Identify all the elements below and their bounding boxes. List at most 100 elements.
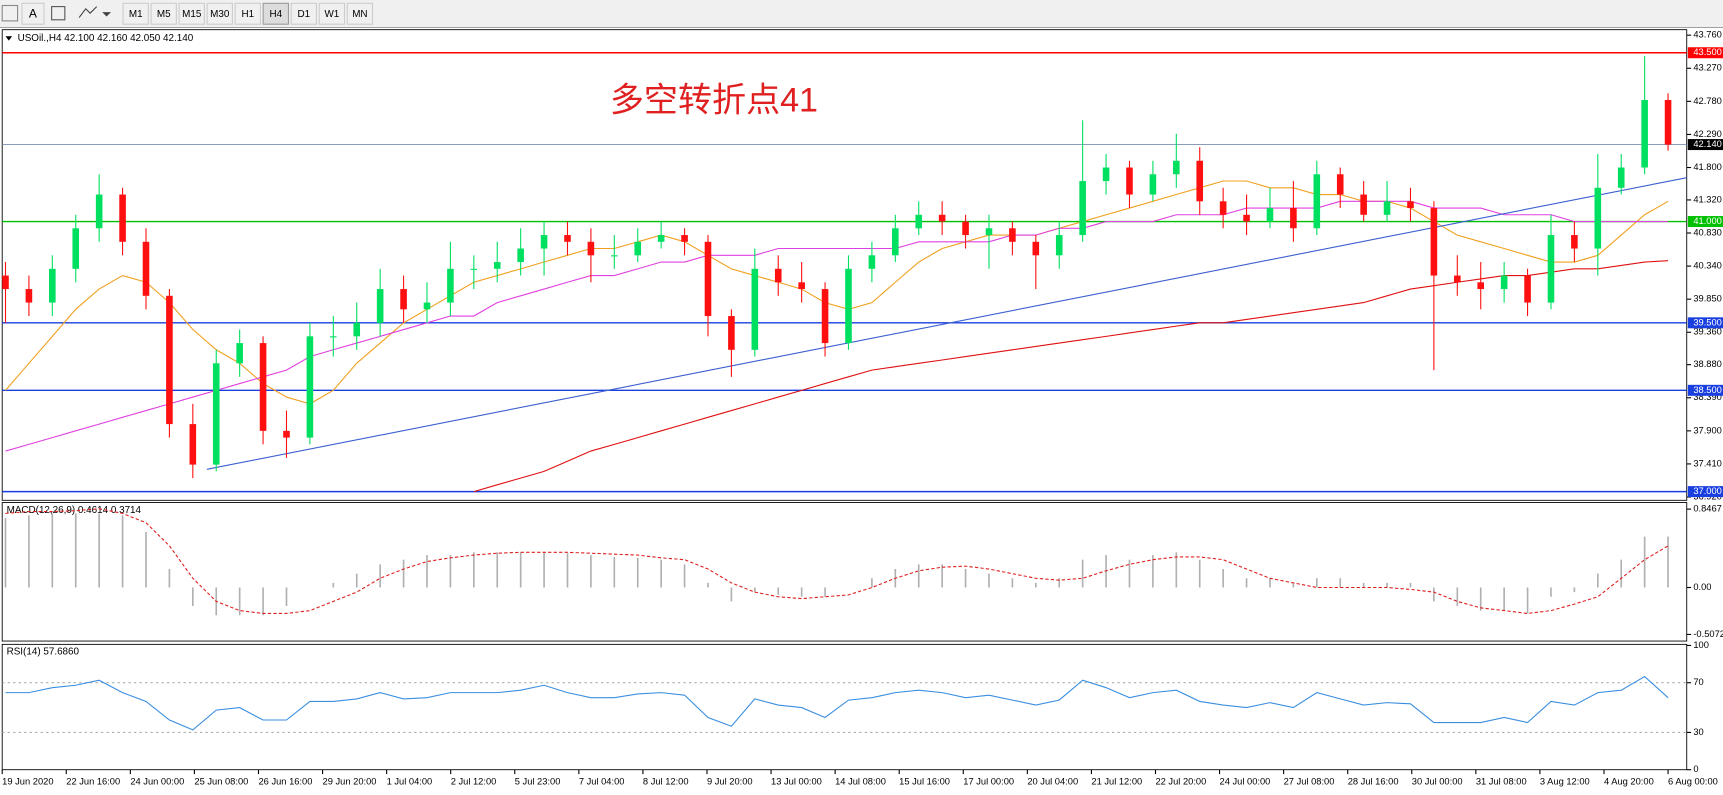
x-tick-label: 20 Jul 04:00 <box>1027 776 1078 786</box>
candle-body <box>564 235 571 242</box>
candle-body <box>470 268 478 270</box>
dropdown-arrow[interactable] <box>102 12 111 17</box>
candle-body <box>1594 187 1602 249</box>
timeframe-label[interactable]: W1 <box>324 9 339 20</box>
timeframe-button[interactable] <box>290 2 318 25</box>
timeframe-label[interactable]: M5 <box>157 9 171 20</box>
candle-body <box>1500 275 1508 290</box>
candle-body <box>1243 214 1250 222</box>
y-tick-label: 42.290 <box>1693 129 1722 139</box>
candle-body <box>704 241 712 317</box>
y-tick-label: 38.390 <box>1693 392 1722 402</box>
macd-tick-label: 0.00 <box>1693 582 1711 592</box>
level-line-label-bg <box>1687 384 1723 396</box>
level-line-label-bg <box>1687 216 1723 228</box>
candle-body <box>212 363 220 465</box>
candle-body <box>236 343 243 364</box>
y-tick-label: 42.780 <box>1693 96 1722 106</box>
rsi-title: RSI(14) 57.6860 <box>7 647 80 658</box>
candle-body <box>1336 174 1344 195</box>
timeframe-button[interactable] <box>262 2 289 25</box>
candle-body <box>892 228 899 256</box>
x-tick-label: 14 Jul 08:00 <box>835 776 886 786</box>
x-tick-label: 29 Jun 20:00 <box>323 776 377 786</box>
annotation: 多空转折点41 <box>610 81 818 119</box>
level-line-label: 39.500 <box>1693 317 1722 327</box>
candle-body <box>1149 174 1157 195</box>
chart-title: USOil.,H4 42.100 42.160 42.050 42.140 <box>18 33 194 44</box>
candle-body <box>1219 201 1227 215</box>
candle-body <box>1547 235 1555 303</box>
macd-tick-label: 0.8467 <box>1693 504 1722 514</box>
candle-body <box>611 255 618 257</box>
timeframe-button[interactable] <box>346 2 374 25</box>
y-tick-label: 41.800 <box>1693 162 1722 172</box>
candle-body <box>1290 208 1297 229</box>
candle-body <box>166 295 173 425</box>
x-tick-label: 1 Jul 04:00 <box>387 776 433 786</box>
timeframe-button[interactable] <box>234 2 261 25</box>
candle-body <box>938 214 946 222</box>
level-line-label: 37.000 <box>1693 486 1722 496</box>
level-line-label-bg <box>1687 317 1723 329</box>
candle-body <box>259 343 267 431</box>
x-tick-label: 27 Jul 08:00 <box>1284 776 1335 786</box>
x-tick-label: 22 Jun 16:00 <box>66 776 120 786</box>
x-tick-label: 15 Jul 16:00 <box>899 776 950 786</box>
candle-body <box>1196 160 1204 202</box>
x-tick-label: 5 Jul 23:00 <box>515 776 561 786</box>
candle-body <box>72 228 80 269</box>
rsi-tick-label: 0 <box>1693 764 1698 774</box>
x-tick-label: 19 Jun 2020 <box>2 776 53 786</box>
timeframe-button[interactable] <box>178 2 205 25</box>
candle-body <box>1477 282 1485 290</box>
x-tick-label: 7 Jul 04:00 <box>579 776 625 786</box>
x-tick-label: 17 Jul 00:00 <box>963 776 1014 786</box>
y-tick-label: 39.850 <box>1693 294 1722 304</box>
timeframe-label[interactable]: M15 <box>182 9 202 20</box>
y-tick-label: 40.340 <box>1693 261 1722 271</box>
toolbar-icon[interactable] <box>1 4 19 22</box>
candle-body <box>681 235 688 242</box>
candle-body <box>1009 228 1016 242</box>
timeframe-label[interactable]: MN <box>352 9 367 20</box>
candle-body <box>25 289 33 303</box>
timeframe-label[interactable]: M30 <box>210 9 230 20</box>
y-tick-label: 37.410 <box>1693 458 1722 468</box>
macd-panel <box>1 502 1688 642</box>
candle-body <box>1571 235 1578 249</box>
level-line-label-bg <box>1687 486 1723 498</box>
candle-body <box>1032 241 1040 256</box>
x-tick-label: 3 Aug 12:00 <box>1540 776 1590 786</box>
timeframe-button[interactable] <box>318 2 346 25</box>
level-line-label-bg <box>1687 47 1723 59</box>
timeframe-button[interactable] <box>122 2 149 25</box>
timeframe-label[interactable]: D1 <box>298 9 311 20</box>
timeframe-label[interactable]: H1 <box>241 9 254 20</box>
timeframe-label[interactable]: H4 <box>270 9 283 20</box>
x-tick-label: 6 Aug 00:00 <box>1668 776 1718 786</box>
x-tick-label: 2 Jul 12:00 <box>451 776 497 786</box>
candle-body <box>1664 100 1672 145</box>
shapes-tool[interactable] <box>78 6 98 18</box>
label-tool[interactable] <box>51 6 66 21</box>
y-tick-label: 37.900 <box>1693 425 1722 435</box>
candle-body <box>1055 235 1063 256</box>
timeframe-label[interactable]: M1 <box>129 9 143 20</box>
text-tool[interactable]: A <box>29 6 38 20</box>
candle-body <box>376 289 384 323</box>
candle-body <box>1407 201 1414 209</box>
timeframe-button[interactable] <box>206 2 233 25</box>
main-panel <box>1 29 1688 501</box>
timeframe-button[interactable] <box>150 2 177 25</box>
candle-body <box>587 241 595 256</box>
candle-body <box>1079 181 1086 236</box>
y-tick-label: 41.320 <box>1693 194 1722 204</box>
x-tick-label: 24 Jun 00:00 <box>130 776 184 786</box>
text-button[interactable] <box>21 2 45 25</box>
candle-body <box>798 282 805 290</box>
candle-body <box>1641 100 1648 168</box>
x-tick-label: 28 Jul 16:00 <box>1348 776 1399 786</box>
